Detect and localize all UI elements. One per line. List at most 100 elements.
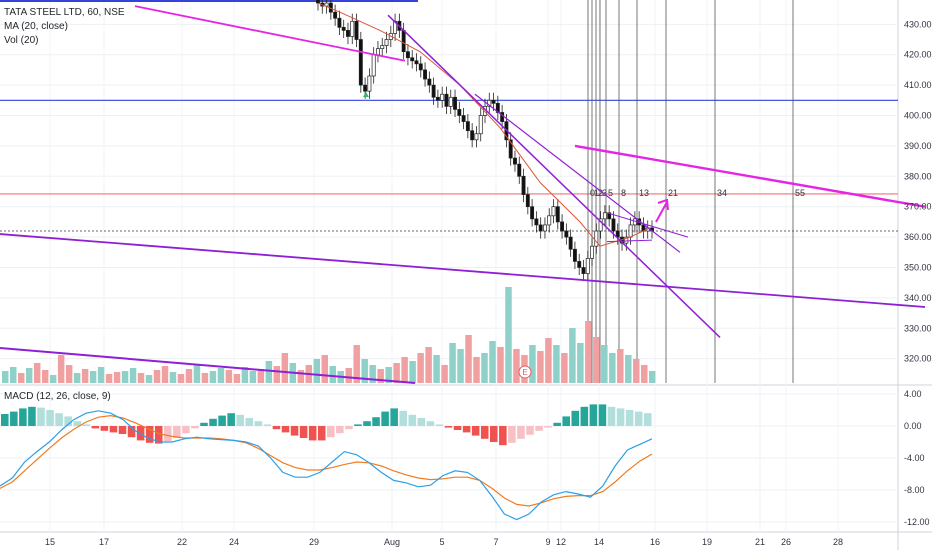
volume-bar xyxy=(249,371,257,383)
macd-histogram-bar xyxy=(345,426,353,430)
candle-body xyxy=(568,236,573,250)
fib-time-label: 8 xyxy=(621,188,626,198)
macd-histogram-bar xyxy=(236,414,244,426)
candle-body xyxy=(431,84,436,98)
candle-body xyxy=(367,75,372,92)
candle-body xyxy=(405,51,410,59)
earnings-marker-label: E xyxy=(522,368,527,377)
volume-bar xyxy=(25,368,33,383)
candle-body xyxy=(410,57,415,62)
volume-bar xyxy=(33,363,41,383)
volume-bar xyxy=(81,369,89,383)
macd-histogram-bar xyxy=(580,406,589,426)
candle-body xyxy=(534,218,539,226)
volume-bar xyxy=(41,370,49,383)
macd-histogram-bar xyxy=(544,426,552,428)
candle-body xyxy=(440,93,445,101)
macd-histogram-bar xyxy=(118,426,127,434)
macd-tick-label: -8.00 xyxy=(904,485,925,495)
down-trend-line xyxy=(474,93,681,253)
candle-body xyxy=(615,230,620,238)
macd-histogram-bar xyxy=(290,426,299,436)
candle-body xyxy=(375,48,380,56)
volume-bar xyxy=(233,374,241,383)
price-tick-label: 420.00 xyxy=(904,50,932,60)
date-tick-label: 19 xyxy=(702,537,712,547)
candle-body xyxy=(350,20,355,37)
macd-histogram-bar xyxy=(616,408,625,426)
fib-time-label: 13 xyxy=(639,188,649,198)
candle-body xyxy=(538,224,543,232)
macd-histogram-bar xyxy=(471,426,480,436)
macd-histogram-bar xyxy=(64,416,72,426)
macd-tick-label: 0.00 xyxy=(904,421,922,431)
trend-lines[interactable]: E xyxy=(0,5,926,384)
date-tick-label: 21 xyxy=(755,537,765,547)
volume-bar xyxy=(65,365,73,383)
volume-bar xyxy=(641,365,648,383)
candle-body xyxy=(380,45,385,49)
candle-body xyxy=(316,0,320,4)
fib-time-label: 55 xyxy=(795,188,805,198)
symbol-title: TATA STEEL LTD, 60, NSE xyxy=(4,7,125,18)
volume-bar xyxy=(409,361,416,383)
macd-tick-label: 4.00 xyxy=(904,389,922,399)
volume-bar xyxy=(169,372,177,383)
volume-bar xyxy=(633,359,640,383)
date-tick-label: 26 xyxy=(781,537,791,547)
candle-body xyxy=(423,69,428,80)
candle-body xyxy=(581,267,586,274)
macd-histogram-bar xyxy=(254,421,263,426)
candle-body xyxy=(564,230,569,238)
volume-bar xyxy=(121,371,129,383)
volume-bar xyxy=(377,369,384,383)
macd-histogram-bar xyxy=(317,426,326,441)
macd-histogram-bar xyxy=(327,426,335,438)
price-tick-label: 410.00 xyxy=(904,80,932,90)
candle-body xyxy=(444,93,449,107)
projection-arrow-shaft xyxy=(655,201,668,223)
ma-legend: MA (20, close) xyxy=(4,21,68,32)
date-tick-label: 9 xyxy=(545,537,550,547)
candle-body xyxy=(465,121,470,132)
date-tick-label: 15 xyxy=(45,537,55,547)
fib-time-label: 3 xyxy=(602,188,607,198)
macd-histogram-bar xyxy=(308,426,317,441)
volume-bar xyxy=(273,366,281,383)
candle-body xyxy=(598,218,603,232)
macd-histogram-bar xyxy=(37,407,45,426)
candle-body xyxy=(547,215,552,226)
date-tick-label: 16 xyxy=(650,537,660,547)
date-tick-label: Aug xyxy=(384,537,400,547)
candle-body xyxy=(530,206,535,220)
volume-trend-line xyxy=(0,347,416,384)
candle-body xyxy=(341,27,346,31)
volume-bar xyxy=(473,357,480,383)
triangle-base-line xyxy=(606,239,653,243)
macd-histogram-bar xyxy=(82,424,91,426)
volume-bar xyxy=(57,355,65,383)
macd-histogram-bar xyxy=(453,426,462,430)
lower-channel-line xyxy=(0,233,926,308)
volume-bar xyxy=(609,353,616,383)
moving-average xyxy=(317,2,651,247)
macd-histogram-bar xyxy=(363,421,371,426)
price-tick-label: 320.00 xyxy=(904,354,932,364)
macd-histogram-bar xyxy=(218,415,226,426)
candle-body xyxy=(474,133,479,141)
candle-body xyxy=(354,20,359,40)
volume-bar xyxy=(209,371,217,383)
volume-bar xyxy=(441,365,448,383)
candle-body xyxy=(551,206,556,217)
macd-histogram-bar xyxy=(625,410,634,426)
price-tick-label: 360.00 xyxy=(904,232,932,242)
candle-body xyxy=(333,11,338,19)
macd-histogram-bar xyxy=(598,404,607,426)
candle-body xyxy=(478,115,483,135)
candle-body xyxy=(521,175,526,195)
macd-histogram-bar xyxy=(272,426,281,430)
macd-histogram-bar xyxy=(571,410,580,426)
volume-bar xyxy=(329,366,336,383)
